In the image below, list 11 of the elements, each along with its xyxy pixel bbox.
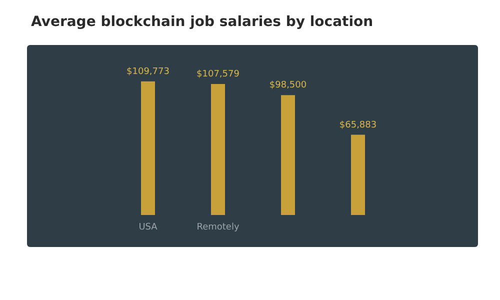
- bar: [351, 134, 365, 215]
- data-label: $98,500: [269, 80, 307, 91]
- bar: [141, 81, 155, 215]
- data-label: $109,773: [126, 66, 170, 77]
- chart-title: Average blockchain job salaries by location: [31, 14, 374, 30]
- data-label: $107,579: [196, 70, 240, 80]
- x-tick-label: USA: [138, 222, 158, 232]
- bar: [281, 95, 295, 215]
- data-label: $65,883: [339, 120, 377, 130]
- bar: [211, 84, 225, 215]
- x-tick-label: Remotely: [196, 222, 240, 232]
